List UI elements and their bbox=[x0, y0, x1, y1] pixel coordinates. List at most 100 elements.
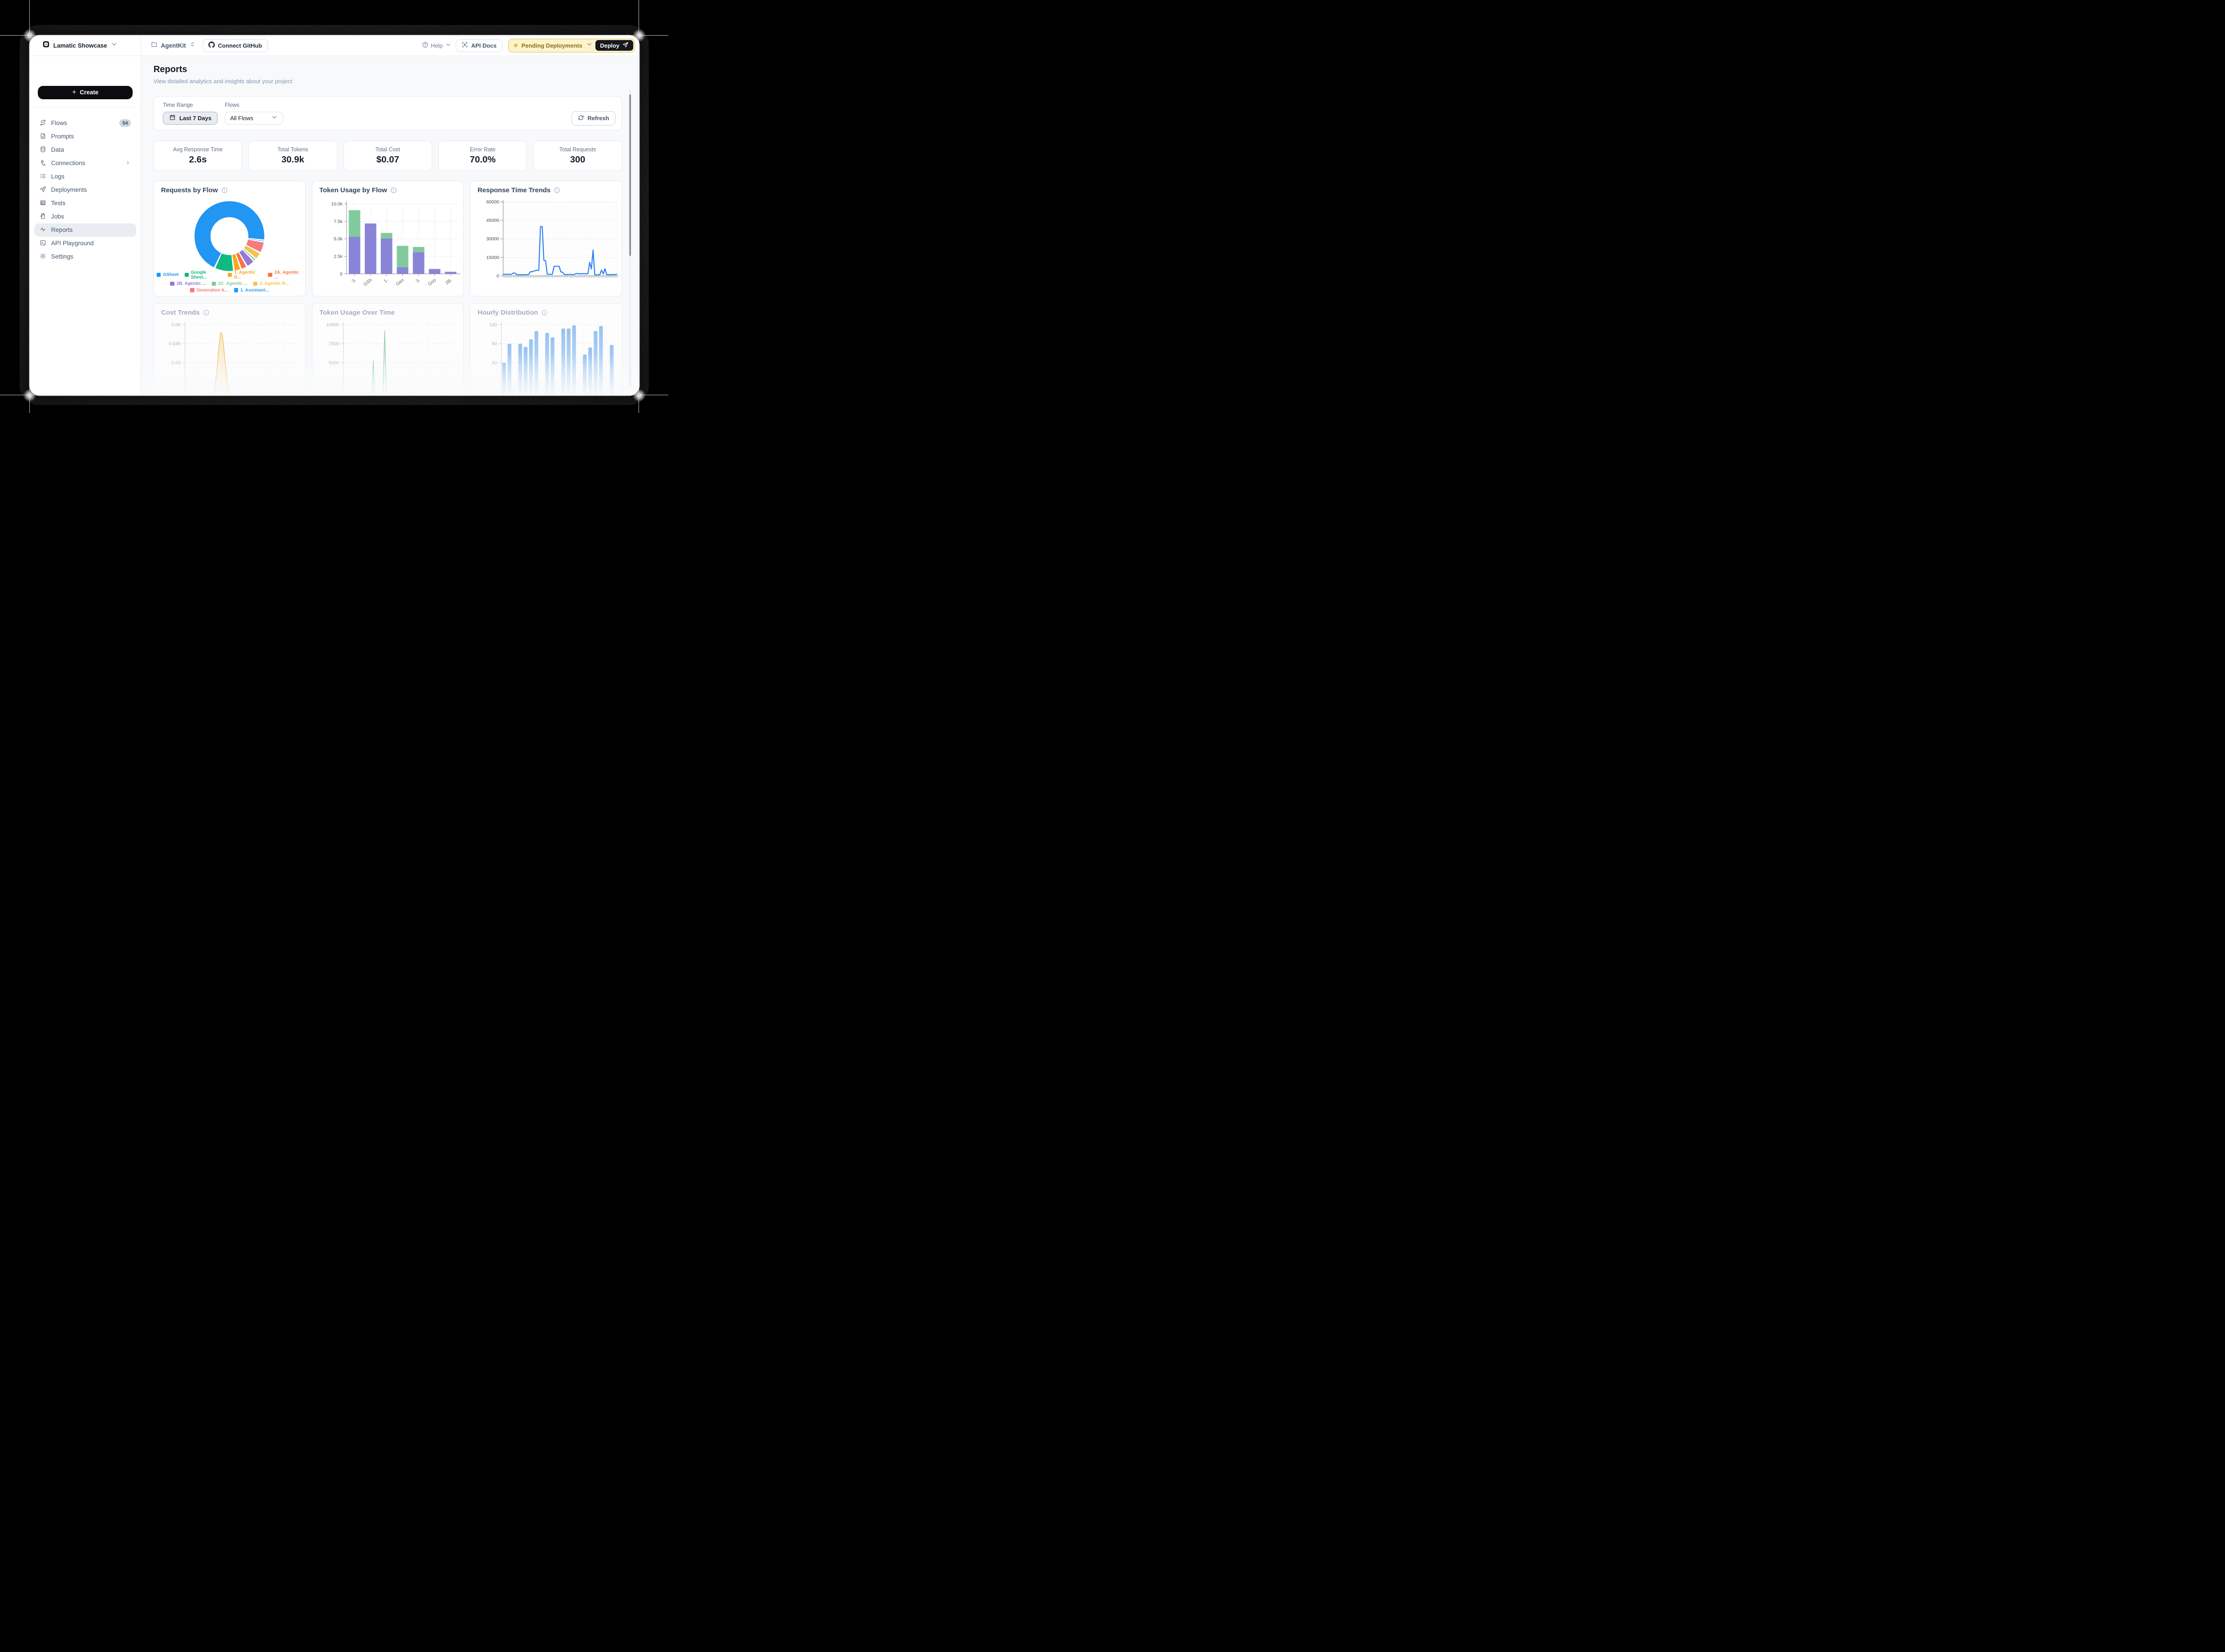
svg-text:45000: 45000 bbox=[486, 218, 499, 223]
legend-item: 2A. Agentic ... bbox=[268, 270, 302, 280]
svg-text:30000: 30000 bbox=[486, 237, 499, 242]
time-range-label: Time Range bbox=[162, 101, 193, 108]
chevron-down-icon bbox=[271, 114, 278, 122]
scrollbar-thumb[interactable] bbox=[629, 94, 631, 256]
svg-text:0.06: 0.06 bbox=[171, 323, 181, 328]
stat-label: Total Tokens bbox=[277, 146, 308, 153]
svg-text:3.: 3. bbox=[415, 277, 421, 283]
requests-by-flow-card: Requests by Flow GSheet Google Sheet... 1. … bbox=[153, 180, 306, 296]
info-icon[interactable] bbox=[203, 309, 210, 316]
github-icon bbox=[208, 41, 215, 49]
deploy-button[interactable]: Deploy bbox=[595, 40, 633, 51]
chart-title: Hourly Distribution bbox=[477, 308, 538, 316]
svg-text:0.045: 0.045 bbox=[169, 341, 181, 346]
logs-icon bbox=[40, 173, 46, 181]
sidebar-item-logs[interactable]: Logs bbox=[34, 170, 137, 183]
stat-card-avg-response-time: Avg Response Time 2.6s bbox=[153, 140, 243, 171]
svg-text:5.0k: 5.0k bbox=[334, 237, 343, 242]
project-switcher[interactable]: AgentKit bbox=[161, 42, 186, 49]
stat-value: 30.9k bbox=[281, 154, 304, 165]
stat-label: Total Cost bbox=[375, 146, 400, 153]
legend-item: Google Sheet... bbox=[184, 270, 222, 280]
sidebar-item-api-playground[interactable]: API Playground bbox=[34, 237, 137, 250]
svg-text:2B.: 2B. bbox=[445, 277, 453, 285]
deployments-icon bbox=[40, 186, 46, 194]
stat-label: Avg Response Time bbox=[173, 146, 223, 153]
info-icon[interactable] bbox=[221, 187, 228, 194]
chevrons-up-down-icon[interactable] bbox=[189, 41, 196, 50]
stat-label: Total Requests bbox=[559, 146, 596, 153]
reports-icon bbox=[40, 226, 46, 234]
svg-text:Gen: Gen bbox=[395, 277, 405, 287]
sidebar-item-data[interactable]: Data bbox=[34, 143, 137, 157]
requests-by-flow-donut bbox=[194, 201, 265, 271]
svg-text:60000: 60000 bbox=[486, 200, 499, 205]
svg-text:0.03: 0.03 bbox=[171, 360, 181, 365]
connect-github-button[interactable]: Connect GitHub bbox=[202, 39, 268, 52]
create-button[interactable]: + Create bbox=[37, 85, 133, 99]
sidebar-item-label: API Playground bbox=[51, 240, 94, 247]
stat-value: 300 bbox=[570, 154, 586, 165]
svg-text:Goo: Goo bbox=[427, 277, 437, 287]
chart-title: Requests by Flow bbox=[161, 186, 218, 194]
workspace-switcher[interactable]: Lamatic Showcase bbox=[30, 35, 142, 56]
sidebar-item-label: Settings bbox=[51, 253, 73, 260]
reports-page: Reports View detailed analytics and insi… bbox=[141, 56, 639, 395]
stat-value: 2.6s bbox=[189, 154, 207, 165]
filter-card: Time Range Last 7 Days Flows All Flows bbox=[153, 96, 622, 130]
sidebar-item-flows[interactable]: Flows 54 bbox=[34, 117, 137, 130]
token-usage-by-flow-chart: 0 2.5k 5.0k 7.5k 10.0k 3. GSh 1. Gen 3. Goo 2B. bbox=[331, 201, 461, 287]
help-menu[interactable]: Help bbox=[422, 41, 450, 49]
stat-label: Error Rate bbox=[469, 146, 496, 153]
svg-text:2.5k: 2.5k bbox=[334, 254, 343, 259]
info-icon[interactable] bbox=[541, 309, 548, 316]
flows-icon bbox=[40, 119, 46, 127]
chart-title: Token Usage by Flow bbox=[319, 186, 387, 194]
sidebar-item-deployments[interactable]: Deployments bbox=[34, 183, 137, 197]
pending-deployments-pill[interactable]: Pending Deployments Deploy bbox=[508, 38, 635, 53]
svg-text:5000: 5000 bbox=[328, 360, 339, 365]
legend-item: Generation A... bbox=[190, 288, 228, 293]
response-time-trends-chart: 0 15000 30000 45000 60000 bbox=[486, 200, 619, 279]
sidebar-item-settings[interactable]: Settings bbox=[34, 250, 137, 263]
info-icon[interactable] bbox=[554, 187, 560, 194]
prompts-icon bbox=[40, 133, 46, 141]
sidebar-item-label: Data bbox=[51, 146, 64, 153]
stat-card-total-tokens: Total Tokens 30.9k bbox=[248, 140, 337, 171]
refresh-icon bbox=[578, 114, 584, 122]
cost-trends-card: Cost Trends 0.06 0.045 0.03 bbox=[153, 303, 306, 395]
sidebar-item-jobs[interactable]: Jobs bbox=[34, 210, 137, 223]
refresh-button[interactable]: Refresh bbox=[571, 111, 615, 126]
stat-card-total-requests: Total Requests 300 bbox=[533, 140, 622, 171]
time-range-button[interactable]: Last 7 Days bbox=[162, 111, 218, 125]
token-usage-by-flow-card: Token Usage by Flow 0 2.5k 5.0k 7.5k 10.0k 3. G… bbox=[312, 180, 464, 296]
plus-icon: + bbox=[72, 88, 77, 96]
chart-title: Cost Trends bbox=[161, 308, 200, 316]
sidebar-item-reports[interactable]: Reports bbox=[34, 223, 137, 237]
sidebar-item-connections[interactable]: Connections bbox=[34, 157, 137, 170]
cost-trends-chart: 0.06 0.045 0.03 bbox=[169, 322, 298, 395]
app-window: Lamatic Showcase AgentKit Connect GitHub bbox=[29, 35, 639, 395]
svg-text:7.5k: 7.5k bbox=[334, 219, 343, 224]
chart-title: Token Usage Over Time bbox=[319, 308, 395, 316]
sidebar-item-label: Prompts bbox=[51, 133, 74, 140]
sidebar-item-label: Jobs bbox=[51, 213, 64, 220]
flows-select[interactable]: All Flows bbox=[225, 111, 283, 125]
sidebar-item-prompts[interactable]: Prompts bbox=[34, 130, 137, 143]
sidebar: + Create Flows 54 Prompts Data Connections Lo… bbox=[29, 56, 142, 395]
info-icon[interactable] bbox=[390, 187, 397, 194]
stat-card-total-cost: Total Cost $0.07 bbox=[343, 140, 433, 171]
sidebar-item-tests[interactable]: Tests bbox=[34, 197, 137, 210]
calendar-icon bbox=[169, 114, 176, 122]
sidebar-item-label: Reports bbox=[51, 227, 73, 233]
presentation-frame: Lamatic Showcase AgentKit Connect GitHub bbox=[0, 0, 668, 413]
token-usage-over-time-card: Token Usage Over Time 10000 7500 5000 bbox=[312, 303, 464, 395]
api-docs-button[interactable]: API Docs bbox=[455, 39, 502, 52]
sidebar-item-label: Tests bbox=[51, 200, 65, 206]
chevron-right-icon bbox=[125, 160, 131, 167]
page-title: Reports bbox=[153, 64, 187, 74]
chevron-down-icon bbox=[445, 41, 450, 49]
svg-text:7500: 7500 bbox=[328, 341, 339, 346]
api-docs-icon bbox=[461, 41, 468, 49]
svg-text:10000: 10000 bbox=[326, 323, 339, 328]
